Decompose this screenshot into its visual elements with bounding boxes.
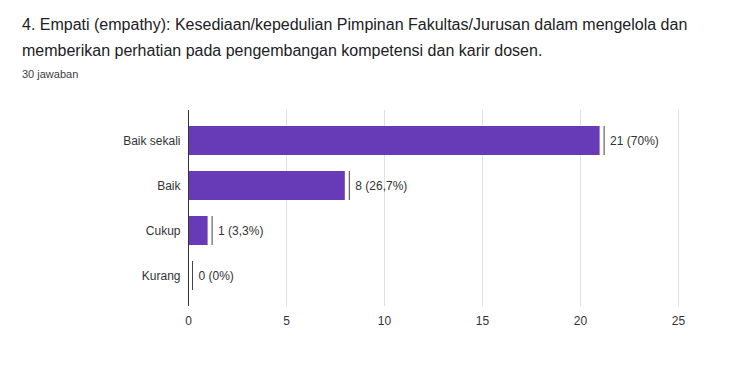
svg-text:Baik: Baik: [157, 179, 181, 193]
svg-text:20: 20: [574, 314, 588, 328]
svg-text:0: 0: [185, 314, 192, 328]
svg-text:10: 10: [378, 314, 392, 328]
svg-text:25: 25: [672, 314, 686, 328]
svg-text:Kurang: Kurang: [142, 269, 181, 283]
html-text:30 jawaban: 30 jawaban: [22, 68, 79, 80]
html-text:4. Empati (empathy): Kesediaan: 4. Empati (empathy): Kesediaan/kepedulia…: [22, 16, 688, 59]
svg-text:8 (26,7%): 8 (26,7%): [355, 179, 407, 193]
svg-text:Baik sekali: Baik sekali: [123, 134, 180, 148]
svg-text:1 (3,3%): 1 (3,3%): [218, 224, 263, 238]
svg-text:21 (70%): 21 (70%): [610, 134, 659, 148]
svg-text:0 (0%): 0 (0%): [199, 269, 234, 283]
svg-text:Cukup: Cukup: [146, 224, 181, 238]
svg-text:15: 15: [476, 314, 490, 328]
svg-text:5: 5: [283, 314, 290, 328]
